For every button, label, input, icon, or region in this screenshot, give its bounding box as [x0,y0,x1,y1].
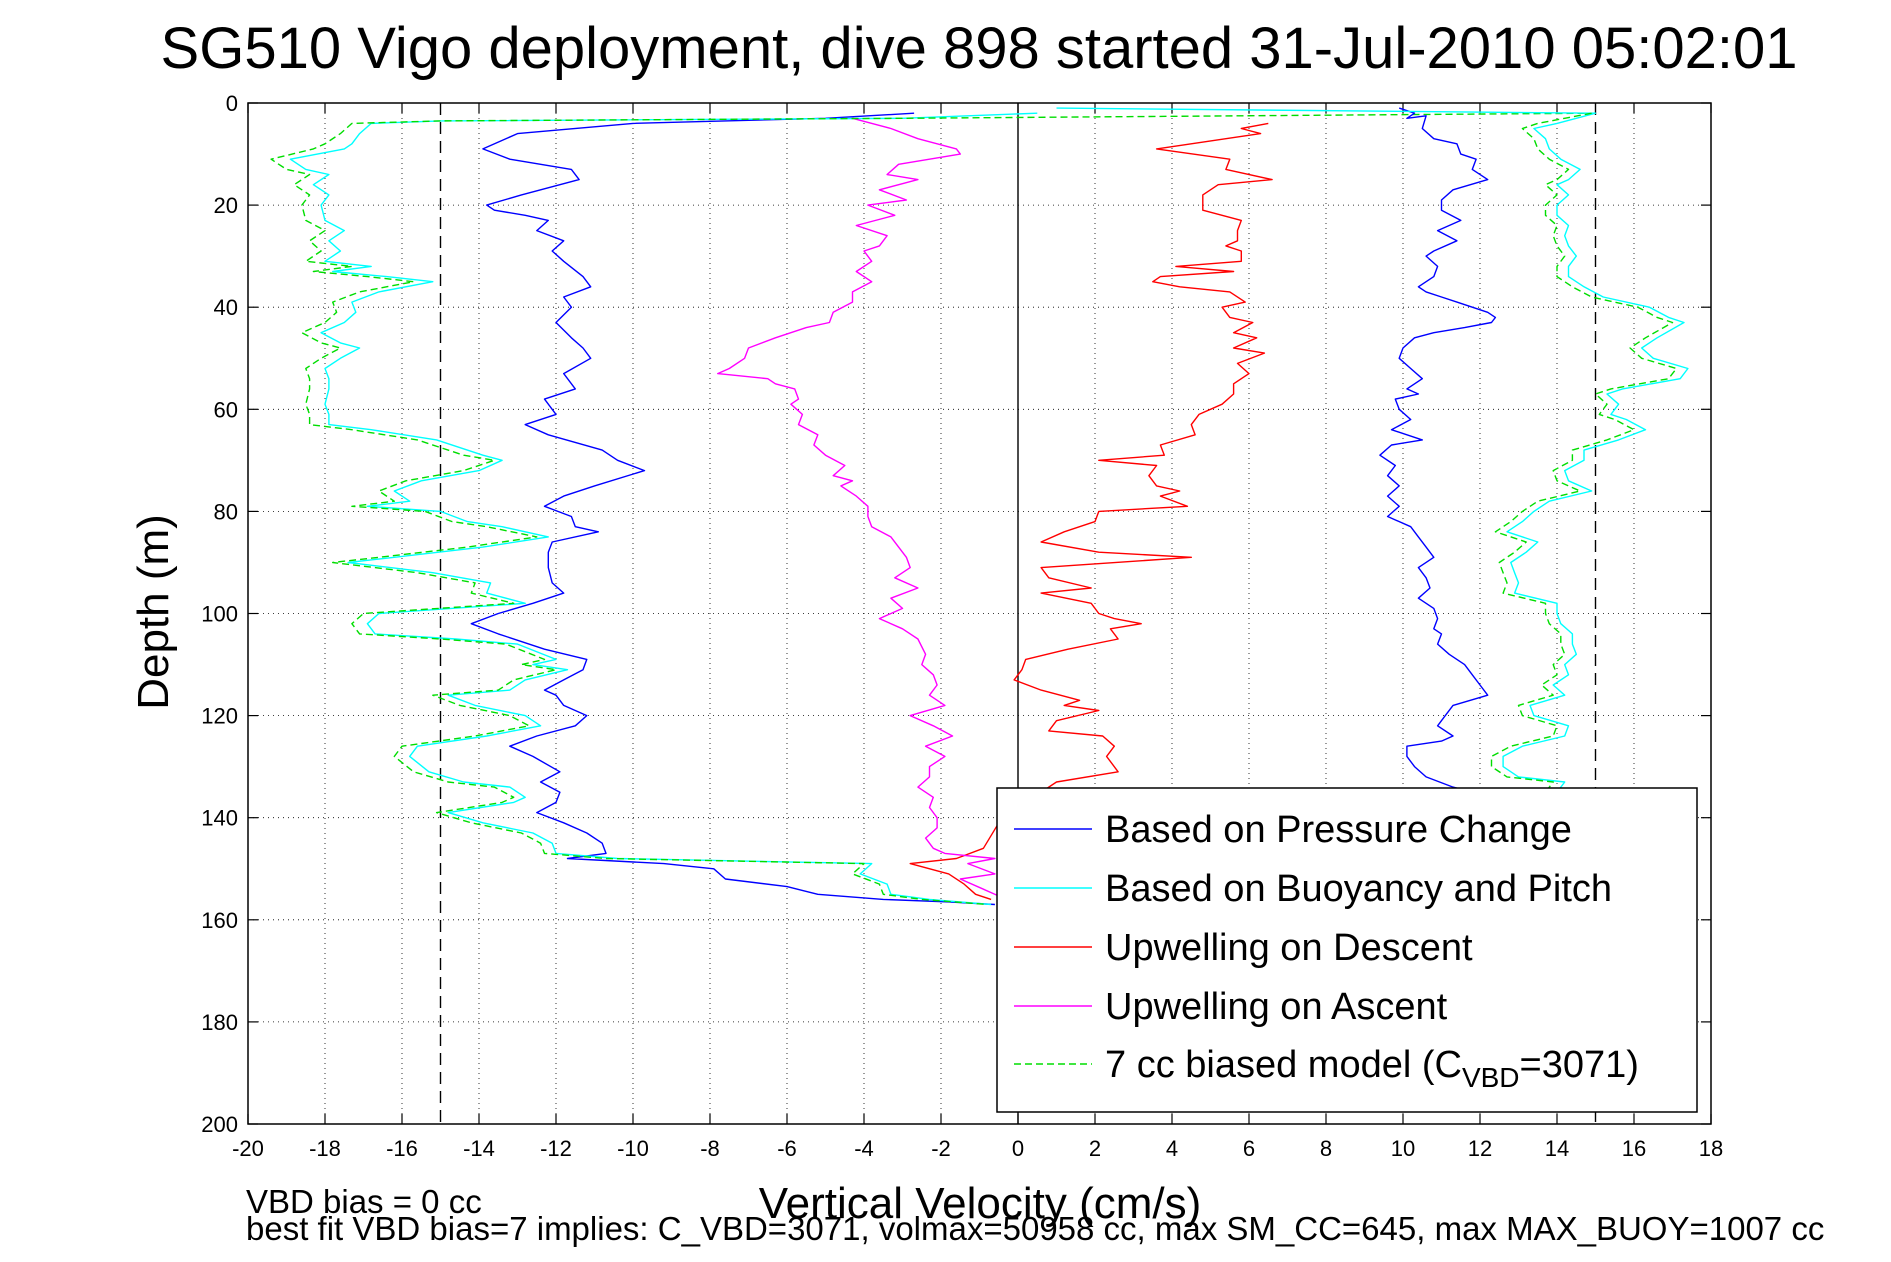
chart-title: SG510 Vigo deployment, dive 898 started … [161,16,1798,81]
legend: Based on Pressure Change Based on Buoyanc… [996,787,1698,1113]
y-tick-label: 160 [201,908,238,933]
series-layer [270,107,1689,906]
series-line-7-cc-biased-model-right-branch [1490,112,1678,793]
x-tick-label: 18 [1699,1136,1723,1161]
x-tick-label: 8 [1320,1136,1332,1161]
legend-label: Upwelling on Descent [1105,927,1473,969]
x-axis-label: Vertical Velocity (cm/s) [759,1179,1202,1228]
series-line-based-on-pressure-change [470,112,995,906]
legend-label: Based on Buoyancy and Pitch [1105,868,1612,910]
x-tick-labels: -20 -18 -16 -14 -12 -10 -8 -6 -4 -2 0 2 4 6 8 10 12 14 16 1… [232,1136,1723,1161]
x-tick-label: -14 [463,1136,495,1161]
y-tick-label: 180 [201,1010,238,1035]
y-axis-label: Depth (m) [129,514,178,710]
y-tick-label: 0 [226,91,238,116]
y-tick-label: 40 [214,295,238,320]
plot-frame [247,102,1712,1125]
x-tick-label: -6 [777,1136,797,1161]
legend-label: Based on Pressure Change [1105,809,1572,851]
y-tick-label: 100 [201,602,238,627]
x-tick-label: 6 [1243,1136,1255,1161]
x-tick-label: -18 [309,1136,341,1161]
series-line-upwelling-on-ascent [717,117,1007,901]
footer-line-2: best fit VBD bias=7 implies: C_VBD=3071,… [246,1210,1824,1247]
series-line-based-on-pressure-change-right-branch [1379,107,1497,793]
x-tick-label: -20 [232,1136,264,1161]
x-tick-label: -8 [700,1136,720,1161]
y-tick-label: 60 [214,397,238,422]
x-tick-label: 14 [1545,1136,1569,1161]
series-line-based-on-buoyancy-and-pitch [289,112,1038,906]
y-tick-label: 120 [201,704,238,729]
legend-label: 7 cc biased model (CVBD=3071) [1105,1044,1639,1093]
y-tick-label: 20 [214,193,238,218]
y-tick-label: 140 [201,806,238,831]
footer-line-1: VBD bias = 0 cc [246,1183,482,1220]
legend-box [996,787,1698,1113]
x-tick-label: -4 [854,1136,874,1161]
x-tick-label: -16 [386,1136,418,1161]
x-tick-label: 0 [1012,1136,1024,1161]
x-tick-label: 2 [1089,1136,1101,1161]
x-tick-label: -2 [931,1136,951,1161]
x-tick-label: 10 [1391,1136,1415,1161]
series-line-based-on-buoyancy-and-pitch-right-branch [1056,107,1689,793]
x-tick-label: 16 [1622,1136,1646,1161]
x-tick-label: -12 [540,1136,572,1161]
x-tick-label: -10 [617,1136,649,1161]
y-tick-label: 200 [201,1112,238,1137]
x-tick-label: 12 [1468,1136,1492,1161]
x-tick-label: 4 [1166,1136,1178,1161]
series-line-upwelling-on-descent [909,122,1273,901]
series-line-7-cc-biased-model-c [270,112,1596,906]
y-tick-label: 80 [214,499,238,524]
y-tick-labels: 0 20 40 60 80 100 120 140 160 180 200 [201,91,238,1137]
legend-label: Upwelling on Ascent [1105,986,1448,1028]
